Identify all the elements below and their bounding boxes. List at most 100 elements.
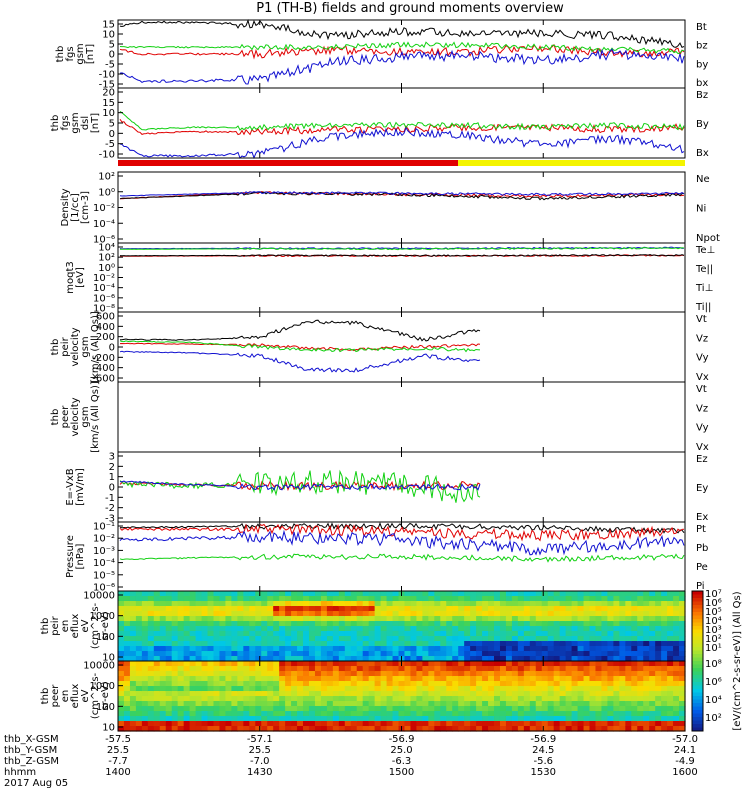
peer-cell: [637, 676, 644, 682]
peer-cell: [195, 691, 203, 697]
peir-cell: [314, 611, 322, 617]
peir-cell: [458, 631, 465, 637]
peir-cell: [171, 656, 179, 662]
peir-cell: [499, 631, 507, 637]
peir-cell: [476, 656, 483, 662]
peer-cell: [637, 681, 644, 687]
peir-cell: [559, 631, 567, 637]
y-axis-label-line: eflux: [70, 684, 81, 709]
peir-cell: [308, 591, 316, 597]
peir-cell: [607, 611, 614, 617]
peer-cell: [607, 711, 614, 717]
peer-cell: [625, 721, 632, 727]
peer-cell: [673, 666, 680, 672]
y-tick-label: 10000: [83, 591, 115, 602]
peir-cell: [511, 596, 519, 602]
peer-cell: [338, 706, 346, 712]
peir-cell: [679, 651, 686, 657]
peir-cell: [314, 601, 322, 607]
peir-cell: [297, 656, 304, 662]
peir-cell: [458, 611, 465, 617]
peer-cell: [434, 716, 441, 722]
peer-cell: [243, 671, 250, 677]
peer-cell: [470, 666, 477, 672]
peer-cell: [577, 671, 585, 677]
peer-cell: [482, 711, 489, 717]
colorbar-tick: 10⁸: [705, 659, 722, 670]
peer-cell: [273, 691, 280, 697]
peer-cell: [601, 661, 609, 667]
peer-cell: [386, 681, 394, 687]
peer-cell: [583, 676, 591, 682]
peir-cell: [667, 651, 674, 657]
peer-cell: [416, 726, 423, 732]
series-Bx: [119, 126, 685, 160]
legend-Te⊥: Te⊥: [695, 245, 715, 256]
peir-cell: [177, 626, 185, 632]
peir-cell: [577, 636, 585, 642]
peer-cell: [368, 686, 376, 692]
peir-cell: [153, 651, 161, 657]
peir-cell: [332, 656, 340, 662]
peir-cell: [511, 651, 519, 657]
peer-cell: [350, 691, 358, 697]
peer-cell: [643, 681, 650, 687]
peir-cell: [171, 651, 179, 657]
peir-cell: [207, 626, 215, 632]
peir-cell: [559, 606, 567, 612]
peir-cell: [171, 626, 179, 632]
peer-cell: [237, 671, 244, 677]
peer-cell: [428, 696, 435, 702]
peir-cell: [667, 656, 674, 662]
peer-cell: [231, 701, 238, 707]
peir-cell: [547, 641, 555, 647]
peer-cell: [476, 661, 483, 667]
peer-cell: [595, 661, 603, 667]
colorbar-step: [692, 629, 703, 634]
peir-cell: [303, 631, 310, 637]
peer-cell: [123, 681, 131, 687]
x-row-value: -4.9: [675, 756, 695, 767]
peir-cell: [374, 591, 382, 597]
peir-cell: [135, 591, 143, 597]
peir-cell: [249, 591, 256, 597]
peir-cell: [153, 646, 161, 652]
peir-cell: [649, 606, 656, 612]
peir-cell: [667, 601, 674, 607]
peir-cell: [183, 611, 191, 617]
peir-cell: [356, 596, 364, 602]
peir-cell: [541, 616, 549, 622]
peer-cell: [589, 681, 597, 687]
peir-cell: [219, 646, 227, 652]
peer-cell: [153, 701, 161, 707]
peir-cell: [356, 601, 364, 607]
peir-cell: [308, 596, 316, 602]
peir-cell: [679, 621, 686, 627]
peer-cell: [577, 676, 585, 682]
peer-cell: [499, 701, 507, 707]
peer-cell: [273, 666, 280, 672]
peer-cell: [285, 691, 292, 697]
peir-cell: [225, 641, 232, 647]
peer-cell: [410, 671, 418, 677]
peer-cell: [320, 691, 328, 697]
peer-cell: [679, 716, 686, 722]
peir-cell: [553, 596, 561, 602]
peir-cell: [482, 636, 489, 642]
peer-cell: [326, 671, 334, 677]
peir-cell: [177, 601, 185, 607]
peir-cell: [434, 591, 441, 597]
peir-cell: [147, 621, 155, 627]
peir-cell: [314, 626, 322, 632]
peir-cell: [201, 651, 209, 657]
peer-cell: [332, 706, 340, 712]
peer-cell: [231, 711, 238, 717]
peer-cell: [470, 681, 477, 687]
peir-cell: [416, 616, 423, 622]
peer-cell: [571, 676, 579, 682]
peer-cell: [655, 716, 662, 722]
peir-cell: [326, 606, 334, 612]
peir-cell: [267, 606, 274, 612]
peer-cell: [404, 686, 412, 692]
peer-cell: [619, 696, 626, 702]
